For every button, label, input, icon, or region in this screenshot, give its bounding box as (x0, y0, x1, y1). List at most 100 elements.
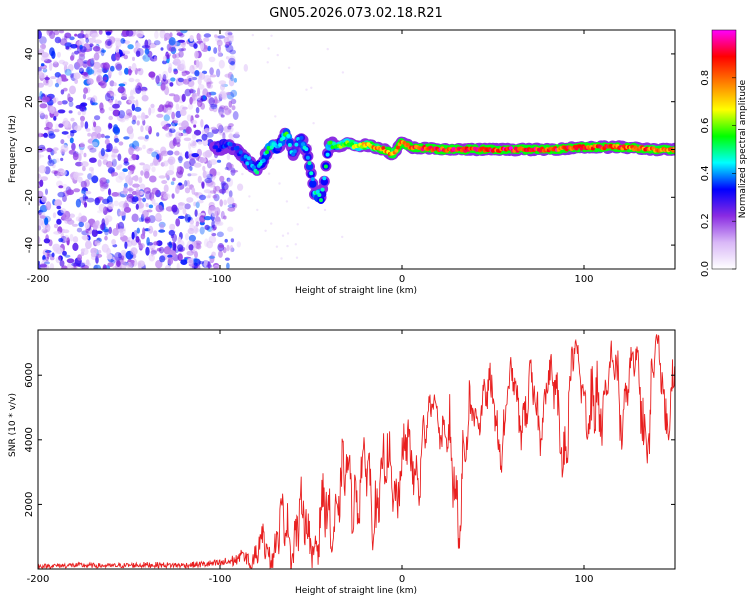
noise-speck (158, 246, 165, 254)
snr-panel: -200 -100 0 100 2000 4000 6000 Height of stra… (8, 329, 676, 596)
signal-mark (310, 177, 315, 182)
noise-speck (267, 172, 271, 175)
colorbar-tick-label: 0.0 (700, 261, 711, 277)
noise-speck (168, 229, 175, 236)
noise-speck (210, 227, 214, 235)
spectrogram-y-label: Frequency (Hz) (8, 115, 18, 183)
noise-speck (158, 175, 166, 179)
noise-speck (88, 166, 94, 172)
noise-speck (100, 148, 105, 157)
noise-speck (44, 261, 50, 265)
noise-speck (168, 37, 176, 46)
noise-speck (188, 41, 197, 47)
signal-mark (261, 158, 266, 163)
noise-speck (94, 39, 102, 44)
noise-speck (71, 142, 76, 151)
noise-speck (230, 238, 235, 243)
noise-speck (132, 56, 135, 62)
noise-speck (135, 30, 144, 38)
noise-speck (40, 176, 48, 182)
noise-speck (40, 56, 49, 62)
noise-speck (78, 153, 82, 162)
noise-speck (121, 239, 130, 243)
noise-speck (151, 198, 156, 205)
noise-speck (118, 252, 122, 259)
noise-speck (137, 68, 141, 72)
noise-speck (96, 74, 103, 84)
spectrogram-y-ticks: -40 -20 0 20 40 (24, 48, 675, 253)
signal-mark (294, 142, 299, 147)
noise-speck (205, 180, 211, 188)
signal-mark (287, 143, 292, 147)
noise-speck (195, 107, 200, 114)
noise-speck (188, 150, 193, 158)
noise-speck (112, 103, 120, 109)
noise-speck (58, 256, 62, 260)
noise-speck (270, 222, 273, 225)
noise-speck (52, 150, 57, 154)
noise-speck (92, 46, 101, 52)
noise-speck (118, 88, 125, 92)
noise-speck (156, 132, 160, 137)
noise-speck (87, 132, 92, 137)
noise-speck (203, 216, 212, 221)
noise-speck (99, 102, 104, 111)
signal-mark (307, 161, 312, 166)
noise-speck (108, 115, 113, 121)
noise-speck (224, 167, 229, 170)
x-tick-label: -100 (209, 574, 232, 585)
signal-mark (297, 139, 302, 144)
noise-speck (296, 223, 299, 226)
noise-speck (60, 89, 65, 95)
noise-speck (119, 116, 126, 123)
noise-speck (50, 76, 57, 80)
noise-speck (218, 244, 225, 248)
noise-speck (175, 110, 182, 118)
noise-speck (191, 119, 198, 125)
noise-speck (53, 116, 57, 121)
noise-speck (224, 257, 230, 261)
noise-speck (123, 136, 130, 140)
noise-speck (162, 60, 167, 65)
noise-speck (221, 94, 228, 100)
noise-speck (141, 55, 146, 60)
noise-speck (93, 52, 100, 61)
noise-speck (294, 243, 297, 246)
noise-speck (41, 52, 49, 58)
noise-speck (52, 163, 56, 169)
noise-speck (73, 265, 78, 269)
noise-speck (43, 132, 48, 138)
noise-speck (64, 254, 71, 258)
noise-speck (178, 48, 185, 52)
noise-speck (225, 41, 231, 47)
noise-speck (81, 264, 89, 269)
noise-speck (83, 152, 87, 158)
noise-speck (92, 138, 100, 148)
noise-speck (212, 194, 218, 199)
noise-speck (295, 256, 299, 259)
noise-speck (62, 61, 69, 66)
noise-speck (136, 120, 140, 126)
noise-speck (48, 131, 54, 136)
noise-speck (177, 215, 185, 219)
noise-speck (169, 128, 176, 133)
noise-speck (178, 126, 183, 131)
noise-speck (229, 49, 236, 55)
noise-speck (160, 150, 169, 157)
noise-speck (216, 39, 223, 47)
noise-speck (280, 257, 283, 260)
noise-speck (176, 166, 181, 172)
noise-speck (186, 197, 194, 203)
noise-speck (209, 67, 214, 76)
noise-speck (226, 177, 231, 182)
noise-speck (58, 76, 62, 85)
noise-speck (135, 85, 142, 94)
noise-speck (72, 223, 78, 227)
noise-speck (38, 96, 43, 101)
noise-speck (117, 228, 126, 232)
noise-speck (51, 158, 57, 164)
noise-speck (186, 114, 192, 122)
y-tick-label: 20 (24, 95, 35, 108)
noise-speck (135, 78, 140, 83)
noise-speck (214, 221, 222, 226)
